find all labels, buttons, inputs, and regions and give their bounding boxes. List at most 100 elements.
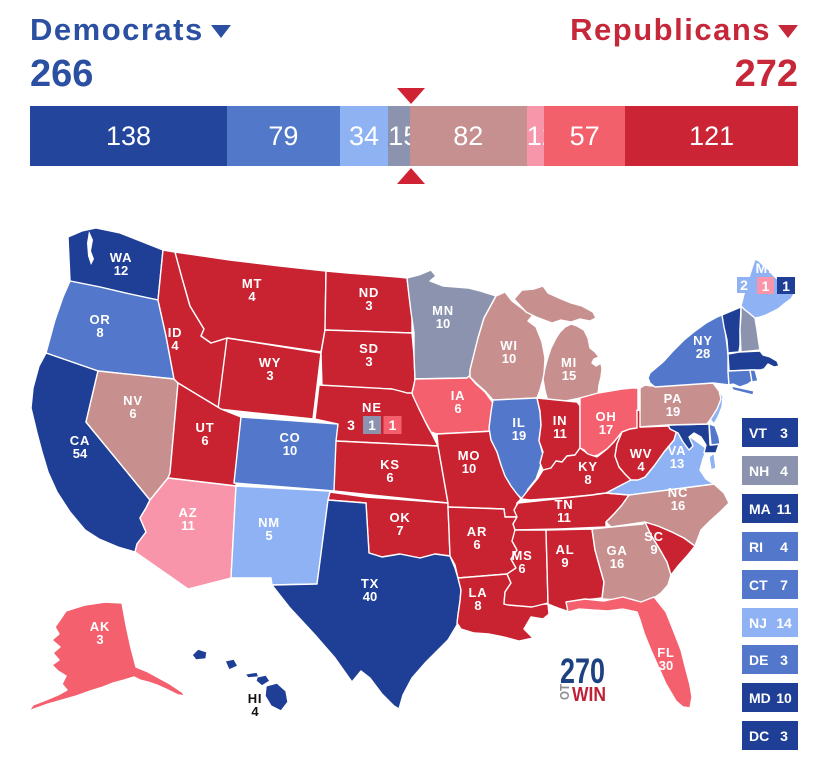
svg-text:WY: WY — [259, 355, 282, 370]
svg-text:AZ: AZ — [179, 505, 198, 520]
svg-text:VA: VA — [668, 443, 687, 458]
svg-text:NE: NE — [362, 400, 382, 415]
svg-text:4: 4 — [780, 539, 788, 555]
svg-text:OH: OH — [595, 409, 616, 424]
svg-text:19: 19 — [512, 428, 526, 443]
svg-text:3: 3 — [780, 425, 788, 441]
svg-text:AL: AL — [556, 542, 575, 557]
svg-text:WA: WA — [110, 250, 133, 265]
svg-text:NY: NY — [693, 333, 713, 348]
svg-text:6: 6 — [129, 406, 136, 421]
svg-text:TX: TX — [361, 576, 379, 591]
svg-text:KS: KS — [380, 457, 400, 472]
svg-text:AK: AK — [90, 619, 110, 634]
svg-text:11: 11 — [181, 518, 195, 533]
svg-text:3: 3 — [780, 728, 788, 744]
svg-text:CO: CO — [279, 430, 300, 445]
svg-text:DE: DE — [749, 652, 768, 668]
svg-text:NV: NV — [123, 393, 143, 408]
svg-text:FL: FL — [657, 645, 674, 660]
svg-text:SD: SD — [359, 341, 379, 356]
svg-text:270: 270 — [560, 652, 605, 691]
svg-text:8: 8 — [474, 598, 481, 613]
svg-text:6: 6 — [518, 561, 525, 576]
svg-text:19: 19 — [666, 404, 680, 419]
svg-text:OT: OT — [557, 684, 572, 700]
svg-text:ND: ND — [359, 285, 379, 300]
svg-text:1: 1 — [782, 278, 790, 294]
svg-text:HI: HI — [248, 691, 263, 706]
svg-text:11: 11 — [553, 426, 567, 441]
svg-text:WI: WI — [500, 338, 517, 353]
svg-text:CT: CT — [749, 577, 768, 593]
svg-text:10: 10 — [436, 316, 450, 331]
svg-text:3: 3 — [365, 298, 372, 313]
svg-text:SC: SC — [644, 529, 664, 544]
svg-text:LA: LA — [469, 585, 488, 600]
svg-text:10: 10 — [283, 443, 297, 458]
svg-text:DC: DC — [749, 728, 769, 744]
svg-text:9: 9 — [561, 555, 568, 570]
svg-text:7: 7 — [780, 577, 788, 593]
svg-text:NJ: NJ — [749, 615, 767, 631]
svg-text:1: 1 — [368, 417, 376, 433]
svg-text:4: 4 — [251, 704, 259, 719]
svg-text:AR: AR — [467, 524, 487, 539]
svg-text:VT: VT — [749, 425, 767, 441]
svg-text:IL: IL — [512, 415, 525, 430]
svg-text:MS: MS — [511, 548, 532, 563]
svg-text:IA: IA — [451, 388, 466, 403]
svg-text:MD: MD — [749, 690, 771, 706]
svg-text:MI: MI — [561, 355, 577, 370]
svg-text:MN: MN — [432, 303, 454, 318]
svg-text:OK: OK — [389, 510, 410, 525]
svg-text:NH: NH — [749, 463, 769, 479]
svg-text:NM: NM — [258, 515, 280, 530]
svg-text:3: 3 — [365, 354, 372, 369]
svg-text:3: 3 — [347, 417, 355, 433]
svg-text:14: 14 — [776, 615, 792, 631]
svg-text:2: 2 — [740, 277, 748, 293]
svg-text:9: 9 — [650, 542, 657, 557]
svg-text:10: 10 — [502, 351, 516, 366]
svg-text:13: 13 — [670, 456, 684, 471]
svg-text:4: 4 — [780, 463, 788, 479]
svg-text:OR: OR — [89, 312, 110, 327]
svg-text:1: 1 — [389, 417, 397, 433]
svg-text:WIN: WIN — [572, 684, 606, 706]
svg-text:5: 5 — [265, 528, 272, 543]
svg-text:1: 1 — [762, 278, 770, 294]
svg-text:54: 54 — [73, 446, 88, 461]
svg-text:6: 6 — [454, 401, 461, 416]
svg-text:8: 8 — [96, 325, 103, 340]
svg-text:NC: NC — [668, 485, 688, 500]
svg-text:8: 8 — [584, 472, 591, 487]
svg-text:40: 40 — [363, 589, 377, 604]
svg-text:UT: UT — [196, 420, 215, 435]
svg-text:10: 10 — [462, 461, 476, 476]
svg-text:KY: KY — [578, 459, 598, 474]
svg-text:4: 4 — [248, 289, 256, 304]
svg-text:11: 11 — [557, 510, 571, 525]
svg-text:3: 3 — [96, 632, 103, 647]
svg-text:6: 6 — [386, 470, 393, 485]
svg-text:12: 12 — [114, 263, 128, 278]
svg-text:17: 17 — [599, 422, 613, 437]
svg-text:4: 4 — [637, 459, 645, 474]
svg-text:3: 3 — [266, 368, 273, 383]
svg-text:6: 6 — [473, 537, 480, 552]
svg-text:PA: PA — [664, 391, 683, 406]
svg-text:7: 7 — [396, 523, 403, 538]
svg-text:10: 10 — [776, 690, 792, 706]
svg-text:16: 16 — [610, 556, 624, 571]
svg-text:CA: CA — [70, 433, 90, 448]
svg-text:ID: ID — [168, 325, 183, 340]
svg-text:6: 6 — [201, 433, 208, 448]
svg-text:ME: ME — [756, 260, 779, 276]
svg-text:GA: GA — [606, 543, 627, 558]
svg-text:28: 28 — [696, 346, 710, 361]
svg-text:MO: MO — [458, 448, 481, 463]
svg-text:4: 4 — [171, 338, 179, 353]
svg-text:TN: TN — [555, 497, 574, 512]
svg-text:WV: WV — [630, 446, 653, 461]
